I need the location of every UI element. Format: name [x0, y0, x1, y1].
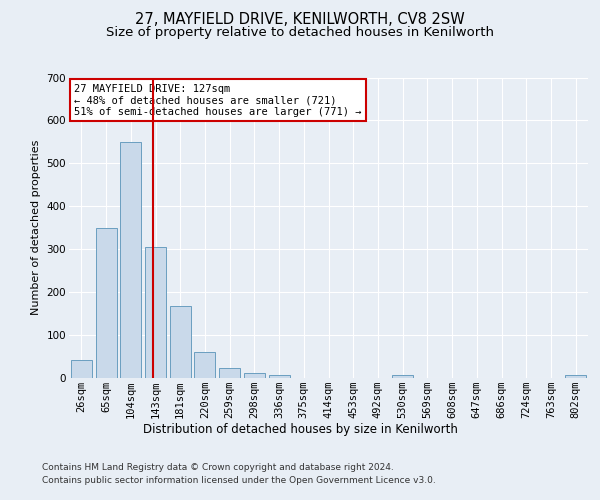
Text: Size of property relative to detached houses in Kenilworth: Size of property relative to detached ho… — [106, 26, 494, 39]
Bar — [219, 368, 240, 378]
Text: Contains HM Land Registry data © Crown copyright and database right 2024.: Contains HM Land Registry data © Crown c… — [42, 462, 394, 471]
Bar — [392, 376, 413, 378]
Bar — [71, 360, 92, 378]
Text: Distribution of detached houses by size in Kenilworth: Distribution of detached houses by size … — [143, 422, 457, 436]
Y-axis label: Number of detached properties: Number of detached properties — [31, 140, 41, 315]
Text: 27 MAYFIELD DRIVE: 127sqm
← 48% of detached houses are smaller (721)
51% of semi: 27 MAYFIELD DRIVE: 127sqm ← 48% of detac… — [74, 84, 362, 116]
Bar — [194, 352, 215, 378]
Text: 27, MAYFIELD DRIVE, KENILWORTH, CV8 2SW: 27, MAYFIELD DRIVE, KENILWORTH, CV8 2SW — [135, 12, 465, 28]
Text: Contains public sector information licensed under the Open Government Licence v3: Contains public sector information licen… — [42, 476, 436, 485]
Bar — [120, 142, 141, 378]
Bar — [145, 247, 166, 378]
Bar — [170, 306, 191, 378]
Bar — [95, 228, 116, 378]
Bar — [244, 373, 265, 378]
Bar — [269, 375, 290, 378]
Bar — [565, 375, 586, 378]
